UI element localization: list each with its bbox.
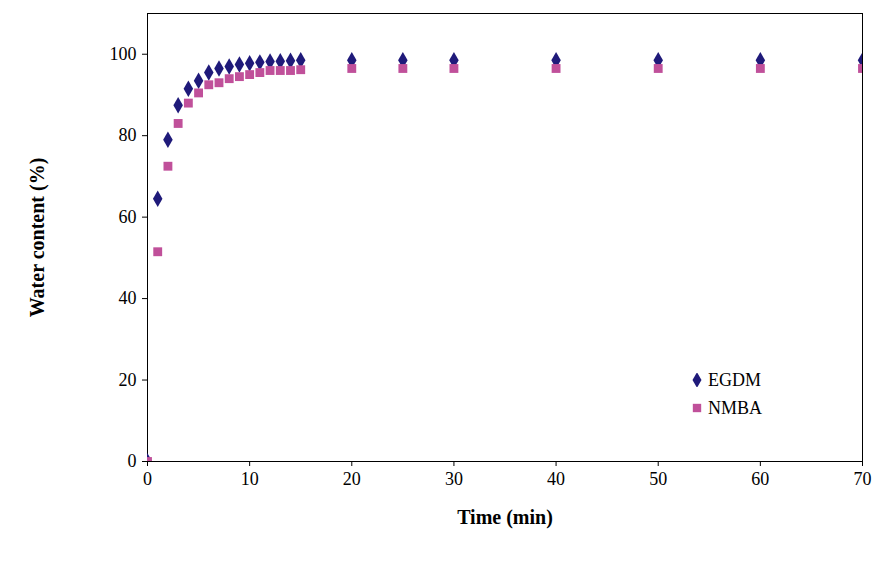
svg-text:100: 100 [110,44,137,64]
svg-text:60: 60 [751,469,769,489]
svg-text:40: 40 [119,288,137,308]
svg-text:50: 50 [649,469,667,489]
svg-text:80: 80 [119,125,137,145]
svg-text:60: 60 [119,207,137,227]
svg-text:10: 10 [241,469,259,489]
svg-text:40: 40 [547,469,565,489]
svg-text:20: 20 [343,469,361,489]
html-text:EGDM: EGDM [708,369,761,390]
svg-text:30: 30 [445,469,463,489]
svg-text:70: 70 [854,469,872,489]
svg-text:0: 0 [143,469,152,489]
svg-text:Time (min): Time (min) [457,506,553,529]
svg-text:0: 0 [128,451,137,471]
svg-text:Water content (%): Water content (%) [26,158,49,318]
svg-text:20: 20 [119,370,137,390]
html-text:NMBA: NMBA [708,397,762,418]
